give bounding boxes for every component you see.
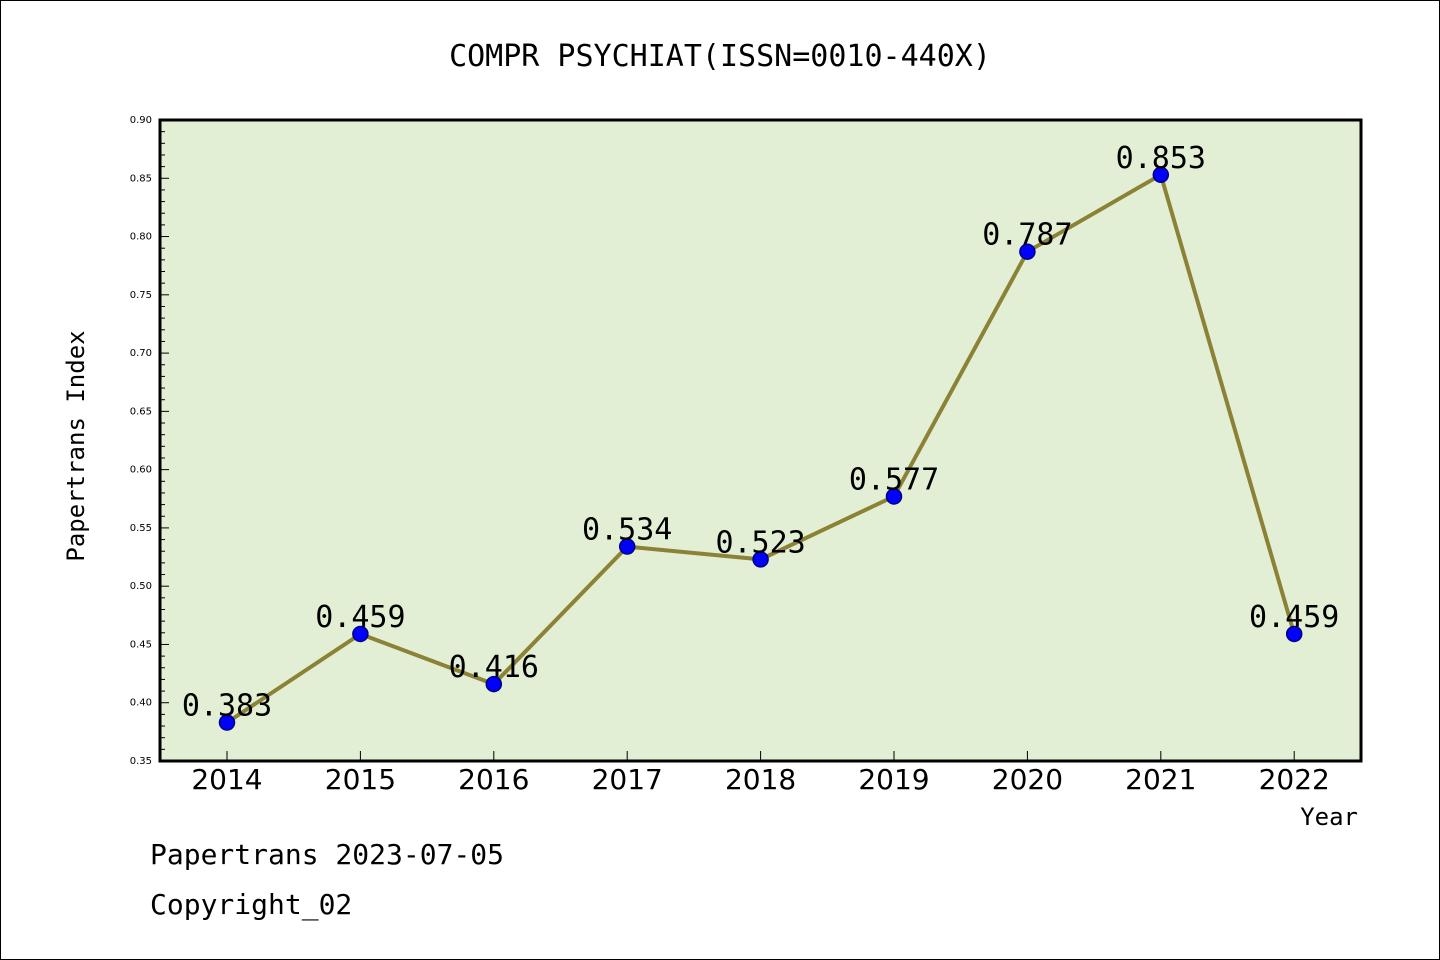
data-label: 0.459 — [315, 600, 405, 635]
data-label: 0.459 — [1249, 600, 1339, 635]
data-label: 0.787 — [982, 218, 1072, 253]
chart-title: COMPR PSYCHIAT(ISSN=0010-440X) — [449, 39, 991, 74]
y-axis-label: Papertrans Index — [62, 330, 90, 561]
data-label: 0.383 — [182, 689, 272, 724]
y-tick-label: 0.90 — [130, 115, 152, 126]
data-label: 0.416 — [449, 650, 539, 685]
x-tick-label: 2017 — [592, 763, 663, 796]
x-tick-label: 2016 — [458, 763, 529, 796]
plot-area — [158, 118, 1363, 763]
data-point — [618, 538, 636, 555]
data-point — [218, 714, 236, 731]
data-point — [352, 625, 369, 643]
x-tick-label: 2019 — [858, 763, 929, 796]
x-tick-label: 2022 — [1259, 763, 1330, 796]
y-tick-label: 0.80 — [130, 232, 152, 243]
x-tick-label: 2018 — [725, 763, 796, 796]
y-tick-label: 0.45 — [130, 639, 152, 650]
x-axis-label: Year — [1300, 803, 1358, 831]
y-tick-label: 0.55 — [130, 523, 152, 534]
data-label: 0.853 — [1116, 141, 1206, 176]
data-label: 0.577 — [849, 462, 939, 497]
y-axis: 0.35 0.40 0.45 0.50 0.55 0.60 0.65 0.70 0.75 0.80… — [130, 115, 169, 767]
y-tick-label: 0.65 — [130, 406, 152, 417]
data-point — [1285, 625, 1303, 643]
data-point — [485, 675, 503, 693]
y-tick-label: 0.75 — [130, 290, 152, 301]
footer-copyright: Copyright_02 — [150, 888, 352, 922]
data-point — [885, 488, 903, 505]
data-point — [1152, 166, 1170, 184]
data-label: 0.534 — [582, 513, 672, 548]
footer-date: Papertrans 2023-07-05 — [150, 838, 504, 871]
x-tick-label: 2020 — [992, 763, 1063, 796]
y-tick-label: 0.60 — [130, 465, 152, 476]
y-tick-label: 0.35 — [130, 756, 152, 767]
y-tick-label: 0.85 — [130, 173, 152, 184]
y-tick-label: 0.40 — [130, 698, 152, 709]
data-point — [1019, 243, 1036, 260]
data-label: 0.523 — [715, 525, 805, 560]
y-tick-label: 0.50 — [130, 581, 152, 592]
data-points — [218, 166, 1303, 731]
data-labels: 0.383 0.459 0.416 0.534 0.523 0.577 0.787 0.853… — [182, 141, 1340, 724]
x-tick-label: 2014 — [191, 763, 262, 796]
x-tick-label: 2015 — [325, 763, 396, 796]
y-tick-label: 0.70 — [130, 348, 152, 359]
x-tick-label: 2021 — [1125, 763, 1196, 796]
x-axis: 2014 2015 2016 2017 2018 2019 2020 2021 2022 — [191, 751, 1330, 796]
data-point — [752, 551, 769, 568]
